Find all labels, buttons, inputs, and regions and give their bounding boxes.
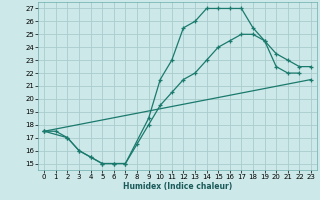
X-axis label: Humidex (Indice chaleur): Humidex (Indice chaleur) bbox=[123, 182, 232, 191]
